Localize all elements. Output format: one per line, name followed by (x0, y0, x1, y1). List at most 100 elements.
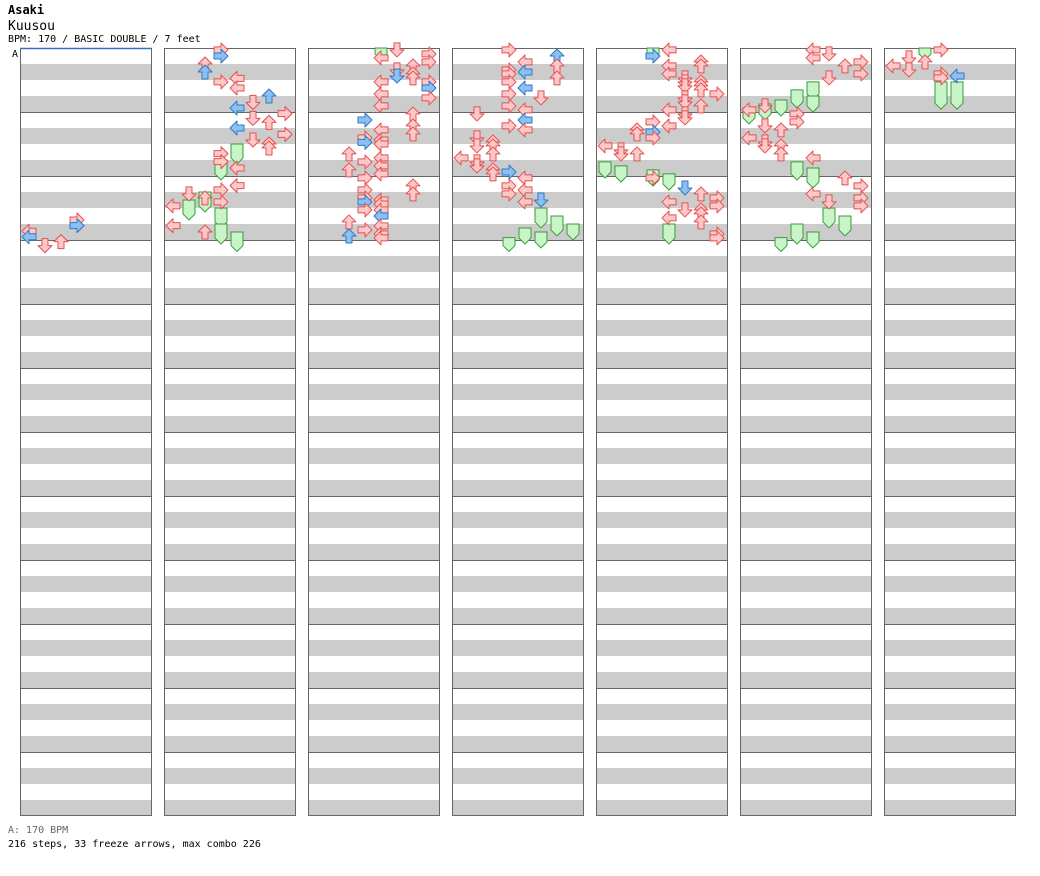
beat-stripe (740, 608, 872, 624)
arrow-down-icon (533, 192, 549, 208)
arrow-left-icon (517, 80, 533, 96)
arrow-shape (709, 198, 725, 214)
chart-column (20, 48, 152, 816)
arrow-shape (661, 102, 677, 118)
beat-stripe (452, 736, 584, 752)
arrow-right-icon (501, 42, 517, 58)
freeze-arrow (774, 237, 788, 253)
arrow-shape (629, 146, 645, 162)
bpm-summary: A: 170 BPM (8, 825, 69, 836)
beat-stripe (740, 672, 872, 688)
arrow-shape (645, 130, 661, 146)
freeze-arrow (214, 223, 228, 245)
arrow-shape (357, 202, 373, 218)
arrow-shape (21, 229, 37, 245)
beat-stripe (884, 768, 1016, 784)
beat-stripe (308, 256, 440, 272)
arrow-shape (901, 50, 917, 66)
arrow-shape (421, 54, 437, 70)
beat-stripe (308, 384, 440, 400)
beat-stripe (308, 96, 440, 112)
freeze-body (934, 81, 948, 110)
beat-stripe (884, 480, 1016, 496)
beat-stripe (20, 192, 152, 208)
arrow-left-icon (229, 178, 245, 194)
arrow-shape (373, 166, 389, 182)
arrow-shape (389, 42, 405, 58)
chart-info: BPM: 170 / BASIC DOUBLE / 7 feet (8, 34, 201, 45)
arrow-right-icon (213, 74, 229, 90)
arrow-down-icon (757, 138, 773, 154)
beat-stripe (740, 480, 872, 496)
arrow-up-icon (693, 98, 709, 114)
beat-stripe (308, 128, 440, 144)
arrow-shape (757, 138, 773, 154)
beat-stripe (740, 736, 872, 752)
beat-stripe (596, 320, 728, 336)
freeze-arrow (662, 223, 676, 245)
beat-stripe (596, 288, 728, 304)
beat-stripe (20, 480, 152, 496)
beat-stripe (308, 800, 440, 816)
arrow-shape (357, 154, 373, 170)
beat-stripe (740, 160, 872, 176)
arrow-shape (37, 238, 53, 254)
arrow-shape (181, 186, 197, 202)
beat-stripe (20, 320, 152, 336)
beat-stripe (20, 736, 152, 752)
arrow-shape (821, 70, 837, 86)
beat-stripe (164, 736, 296, 752)
arrow-shape (501, 164, 517, 180)
column-border (884, 48, 1016, 816)
beat-stripe (884, 256, 1016, 272)
arrow-shape (229, 120, 245, 136)
beat-stripe (884, 288, 1016, 304)
beat-stripe (740, 768, 872, 784)
chart-column (596, 48, 728, 816)
beat-stripe (308, 640, 440, 656)
arrow-shape (261, 114, 277, 130)
beat-stripe (884, 736, 1016, 752)
arrow-down-icon (821, 46, 837, 62)
arrow-left-icon (597, 138, 613, 154)
arrow-shape (805, 150, 821, 166)
arrow-shape (501, 42, 517, 58)
arrow-shape (405, 70, 421, 86)
freeze-arrow (614, 165, 628, 183)
arrow-down-icon (677, 180, 693, 196)
freeze-arrow (550, 215, 564, 237)
freeze-arrow (662, 173, 676, 191)
arrow-shape (469, 106, 485, 122)
beat-stripe (308, 288, 440, 304)
beat-stripe (164, 416, 296, 432)
freeze-body (214, 223, 228, 245)
arrow-shape (341, 228, 357, 244)
beat-stripe (740, 640, 872, 656)
beat-stripe (596, 544, 728, 560)
arrow-shape (213, 154, 229, 170)
arrow-left-icon (373, 136, 389, 152)
freeze-arrow (934, 81, 948, 110)
arrow-right-icon (933, 70, 949, 86)
arrow-down-icon (469, 158, 485, 174)
arrow-up-icon (341, 146, 357, 162)
arrow-shape (661, 42, 677, 58)
arrow-left-icon (373, 98, 389, 114)
beat-stripe (596, 704, 728, 720)
arrow-left-icon (373, 50, 389, 66)
beat-stripe (452, 768, 584, 784)
arrow-shape (517, 64, 533, 80)
arrow-down-icon (901, 62, 917, 78)
freeze-arrow (534, 231, 548, 249)
beat-stripe (308, 576, 440, 592)
arrow-shape (949, 68, 965, 84)
arrow-down-icon (245, 110, 261, 126)
arrow-shape (213, 194, 229, 210)
arrow-shape (645, 170, 661, 186)
beat-stripe (884, 64, 1016, 80)
beat-stripe (740, 576, 872, 592)
arrow-left-icon (373, 166, 389, 182)
column-border (164, 48, 296, 816)
beat-stripe (452, 544, 584, 560)
freeze-arrow (534, 207, 548, 229)
